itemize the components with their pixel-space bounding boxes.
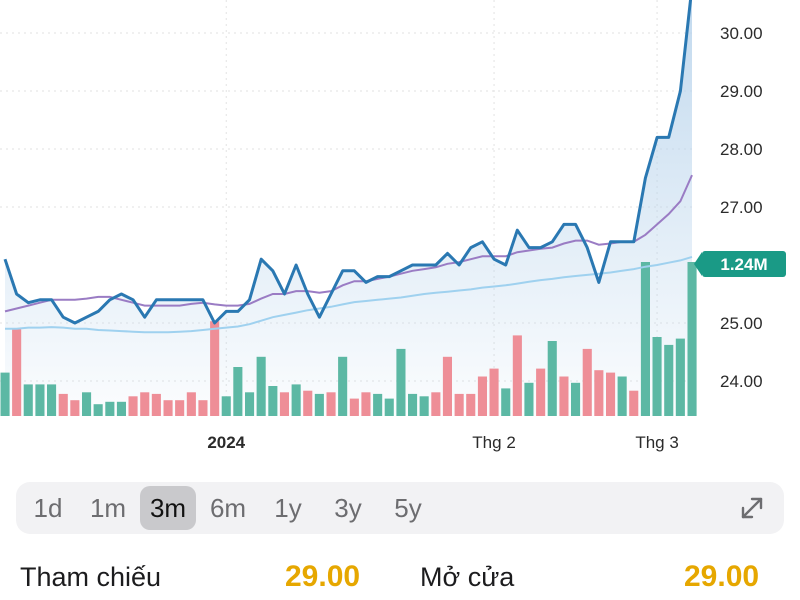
volume-bar — [291, 384, 301, 416]
volume-bar — [384, 398, 394, 416]
range-1d-button[interactable]: 1d — [20, 486, 76, 530]
volume-bar — [606, 372, 616, 416]
volume-bar — [687, 262, 697, 416]
range-1y-button[interactable]: 1y — [260, 486, 316, 530]
volume-bar — [512, 335, 522, 416]
range-5y-button[interactable]: 5y — [380, 486, 436, 530]
expand-chart-button[interactable] — [734, 490, 770, 526]
open-price-label: Mở cửa — [420, 562, 515, 592]
volume-bar — [536, 368, 546, 416]
volume-bar — [0, 372, 10, 416]
volume-bar — [326, 392, 336, 416]
volume-bar — [268, 386, 278, 416]
volume-bar — [210, 321, 220, 416]
reference-price-label: Tham chiếu — [20, 562, 162, 592]
volume-bar — [186, 392, 196, 416]
volume-bar — [524, 382, 534, 416]
volume-bar — [431, 392, 441, 416]
volume-bar — [594, 370, 604, 416]
volume-bar — [314, 393, 324, 416]
chart-svg: 30.00 29.00 28.00 27.00 25.00 24.00 2024 Thg 2… — [0, 0, 786, 452]
volume-bar — [571, 382, 581, 416]
volume-bar — [442, 356, 452, 416]
volume-bar — [151, 393, 161, 416]
volume-bar — [93, 404, 103, 416]
x-tick-label: Thg 3 — [635, 433, 678, 452]
volume-bar — [617, 376, 627, 416]
volume-bar — [82, 392, 92, 416]
price-line — [3, 0, 693, 325]
price-area — [5, 0, 692, 416]
volume-bar — [664, 344, 674, 416]
x-tick-label: Thg 2 — [472, 433, 515, 452]
time-range-selector: 1d 1m 3m 6m 1y 3y 5y — [16, 482, 784, 534]
volume-bar — [408, 393, 418, 416]
volume-bar — [58, 393, 68, 416]
volume-bar — [419, 396, 429, 416]
y-tick-label: 24.00 — [720, 372, 763, 391]
volume-bar — [70, 400, 80, 416]
volume-bar — [279, 392, 289, 416]
volume-bar — [116, 401, 126, 416]
volume-bar — [12, 329, 22, 416]
price-chart[interactable]: 30.00 29.00 28.00 27.00 25.00 24.00 2024 Thg 2… — [0, 0, 800, 465]
volume-bar — [175, 400, 185, 416]
expand-arrows-icon — [741, 497, 763, 519]
volume-bar — [303, 390, 313, 416]
volume-bar — [652, 337, 662, 416]
volume-bar — [349, 398, 359, 416]
volume-bar — [23, 384, 33, 416]
volume-bar — [396, 348, 406, 416]
volume-bar — [582, 348, 592, 416]
volume-badge — [702, 251, 786, 277]
open-price-value: 29.00 — [684, 560, 760, 593]
ma-short-line — [4, 174, 693, 313]
volume-bar — [501, 388, 511, 416]
volume-bar — [640, 262, 650, 416]
volume-bar — [256, 356, 266, 416]
volume-bar — [198, 400, 208, 416]
volume-bar — [373, 393, 383, 416]
volume-bar — [629, 390, 639, 416]
y-tick-label: 29.00 — [720, 82, 763, 101]
volume-bar — [140, 392, 150, 416]
ma-long-line — [5, 255, 693, 334]
volume-bar — [245, 392, 255, 416]
badge-pointer — [694, 252, 702, 276]
volume-bar — [675, 338, 685, 416]
volume-bar — [477, 376, 487, 416]
volume-bar — [547, 341, 557, 416]
volume-bar — [233, 367, 243, 416]
y-tick-label: 27.00 — [720, 198, 763, 217]
volume-bar — [128, 396, 138, 416]
y-tick-label: 28.00 — [720, 140, 763, 159]
volume-bar — [35, 384, 45, 416]
volume-bar — [559, 376, 569, 416]
reference-price-value: 29.00 — [285, 560, 361, 593]
volume-bar — [105, 401, 115, 416]
volume-bar — [361, 392, 371, 416]
x-tick-label: 2024 — [207, 433, 245, 452]
volume-badge-text: 1.24M — [720, 255, 767, 274]
volume-bar — [338, 356, 348, 416]
range-6m-button[interactable]: 6m — [200, 486, 256, 530]
price-info-row: Tham chiếu 29.00 Mở cửa 29.00 — [0, 556, 800, 600]
volume-bar — [163, 400, 173, 416]
y-tick-label: 25.00 — [720, 314, 763, 333]
volume-bar — [454, 393, 464, 416]
range-3m-button[interactable]: 3m — [140, 486, 196, 530]
volume-bar — [221, 396, 231, 416]
y-tick-label: 30.00 — [720, 24, 763, 43]
volume-bar — [466, 393, 476, 416]
range-3y-button[interactable]: 3y — [320, 486, 376, 530]
volume-bar — [47, 384, 57, 416]
range-1m-button[interactable]: 1m — [80, 486, 136, 530]
volume-bar — [489, 368, 499, 416]
